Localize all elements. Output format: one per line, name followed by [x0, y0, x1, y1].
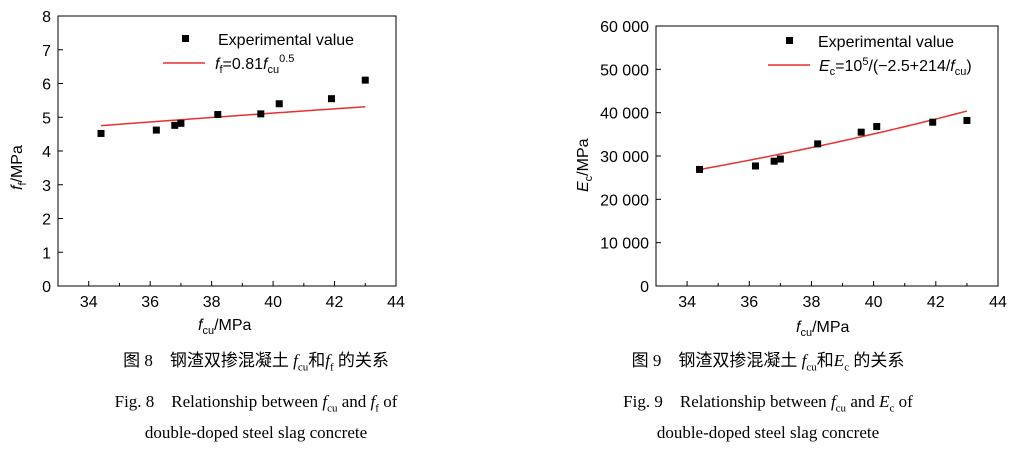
- chart-9-y-label: Ec/MPa: [575, 138, 595, 192]
- chart-9-legend-points-label: Experimental value: [818, 34, 954, 51]
- figure-9-caption-cn: 图 9 钢渣双掺混凝土 fcu和Ec 的关系: [631, 351, 905, 374]
- c9-data-point: [751, 162, 759, 170]
- c9-x-tick-label: 42: [927, 294, 945, 311]
- c8-data-point: [152, 126, 160, 134]
- c9-x-tick-label: 44: [989, 294, 1007, 311]
- chart-9-points: [696, 116, 971, 173]
- c9-fit-curve: [699, 110, 968, 171]
- c9-x-tick-label: 34: [678, 294, 696, 311]
- c8-data-point: [361, 76, 369, 84]
- c8-data-point: [275, 100, 283, 108]
- c9-data-point: [770, 157, 778, 165]
- chart-8-x-axis: 34 36 38 40 42 44: [57, 281, 405, 311]
- c8-y-tick-label: 5: [42, 110, 51, 127]
- c9-data-point: [929, 118, 937, 126]
- chart-9: 0 10 000 20 000 30 000 40 000 50 000 60 000 34…: [575, 19, 1007, 339]
- chart-8-legend-marker: [182, 35, 189, 42]
- c8-x-tick-label: 42: [326, 294, 344, 311]
- chart-8-x-label: fcu/MPa: [198, 317, 252, 337]
- c9-data-point: [963, 116, 971, 124]
- c8-y-tick-label: 1: [42, 245, 51, 262]
- c8-data-point: [171, 121, 179, 129]
- c8-y-tick-label: 8: [42, 9, 51, 26]
- chart-8-fit-line: [100, 105, 366, 127]
- c8-x-tick-label: 44: [387, 294, 405, 311]
- c8-data-point: [327, 95, 335, 103]
- c8-y-tick-label: 6: [42, 77, 51, 94]
- chart-9-x-axis: 34 36 38 40 42 44: [655, 281, 1007, 311]
- c8-data-point: [257, 110, 265, 118]
- figure-9: 0 10 000 20 000 30 000 40 000 50 000 60 000 34…: [512, 0, 1024, 453]
- c8-fit-curve: [100, 105, 366, 127]
- figure-9-caption-en: Fig. 9 Relationship between fcu and Ec o…: [623, 392, 913, 415]
- c8-y-tick-label: 2: [42, 212, 51, 229]
- c9-y-tick-label: 40 000: [600, 106, 649, 123]
- c8-x-tick-label: 36: [141, 294, 159, 311]
- c9-data-point: [776, 155, 784, 163]
- c8-data-point: [177, 119, 185, 127]
- figure-8-caption-en: Fig. 8 Relationship between fcu and ff o…: [114, 392, 398, 415]
- chart-9-fit-line: [699, 110, 968, 171]
- chart-9-y-axis: 0 10 000 20 000 30 000 40 000 50 000 60 000: [600, 19, 661, 296]
- chart-9-legend-marker: [786, 37, 793, 44]
- chart-9-x-label: fcu/MPa: [796, 319, 850, 339]
- c8-data-point: [214, 111, 222, 119]
- c9-y-tick-label: 10 000: [600, 236, 649, 253]
- c9-x-tick-label: 36: [740, 294, 758, 311]
- chart-8-points: [97, 76, 369, 137]
- chart-8-legend-fit-label: ff=0.81fcu0.5: [215, 53, 294, 76]
- c8-x-tick-label: 40: [264, 294, 282, 311]
- c9-x-tick-label: 38: [803, 294, 821, 311]
- c8-y-tick-label: 4: [42, 144, 51, 161]
- c9-data-point: [814, 140, 822, 148]
- chart-8-legend-points-label: Experimental value: [218, 32, 354, 49]
- c9-data-point: [696, 165, 704, 173]
- figure-8-caption-en-line2: double-doped steel slag concrete: [144, 423, 368, 442]
- figure-8-caption-cn: 图 8 钢渣双掺混凝土 fcu和ff 的关系: [123, 351, 389, 374]
- chart-9-legend-fit-label: Ec=105/(−2.5+214/fcu): [819, 56, 972, 78]
- c8-x-tick-label: 34: [80, 294, 98, 311]
- c9-y-tick-label: 50 000: [600, 62, 649, 79]
- c8-x-tick-label: 38: [203, 294, 221, 311]
- c8-data-point: [97, 129, 105, 137]
- c9-data-point: [873, 123, 881, 131]
- c9-data-point: [857, 128, 865, 136]
- c8-y-tick-label: 0: [42, 279, 51, 296]
- c8-y-tick-label: 7: [42, 43, 51, 60]
- figure-9-caption-en-line2: double-doped steel slag concrete: [656, 423, 880, 442]
- c9-y-tick-label: 30 000: [600, 149, 649, 166]
- c9-x-tick-label: 40: [865, 294, 883, 311]
- c9-y-tick-label: 20 000: [600, 192, 649, 209]
- chart-8-y-axis: 0 1 2 3 4 5 6 7 8: [42, 9, 63, 296]
- chart-8-y-label: ff/MPa: [9, 145, 29, 190]
- c9-y-tick-label: 60 000: [600, 19, 649, 36]
- c8-y-tick-label: 3: [42, 178, 51, 195]
- c9-y-tick-label: 0: [640, 279, 649, 296]
